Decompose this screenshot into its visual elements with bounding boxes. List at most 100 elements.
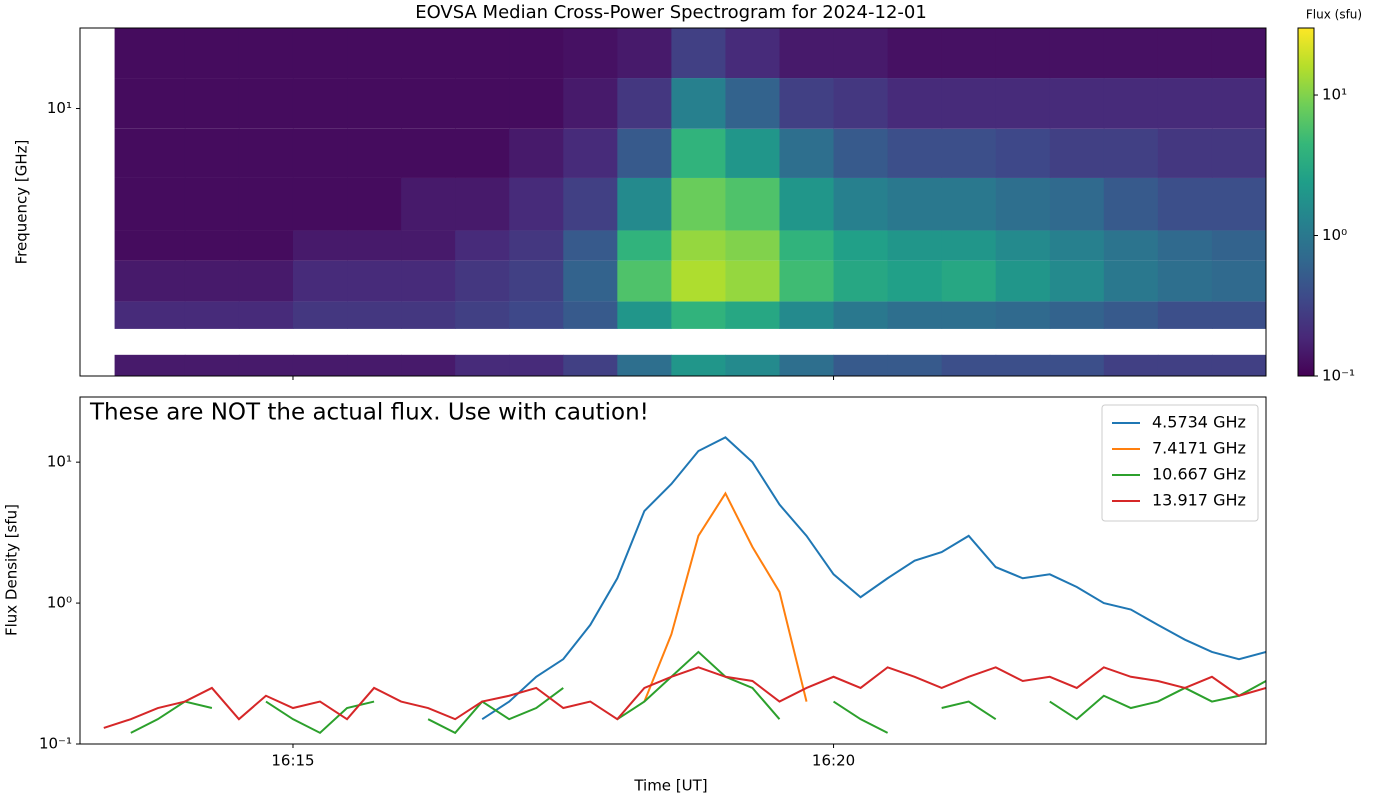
colorbar — [1297, 27, 1315, 377]
heatmap-cell — [238, 354, 294, 376]
heatmap-cell — [833, 78, 889, 129]
heatmap-cell — [833, 28, 889, 79]
heatmap-cell — [671, 78, 726, 129]
heatmap-cell — [401, 230, 456, 261]
heatmap-cell — [833, 354, 889, 376]
legend-label: 10.667 GHz — [1152, 465, 1246, 484]
heatmap-cell — [995, 260, 1051, 302]
heatmap-cell — [114, 177, 186, 231]
y-tick-label: 10¹ — [47, 99, 72, 117]
heatmap-cell — [671, 354, 726, 376]
heatmap-cell — [617, 28, 672, 79]
heatmap-cell — [1211, 28, 1267, 79]
heatmap-cell — [114, 128, 186, 178]
heatmap-cell — [1157, 301, 1213, 329]
heatmap-cell — [563, 78, 618, 129]
heatmap-cell — [617, 78, 672, 129]
heatmap-cell — [238, 177, 294, 231]
heatmap-cell — [995, 177, 1051, 231]
heatmap-cell — [617, 128, 672, 178]
heatmap-cell — [941, 128, 997, 178]
heatmap-cell — [292, 78, 348, 129]
heatmap-cell — [725, 177, 780, 231]
heatmap-cell — [455, 177, 510, 231]
heatmap-cell — [1157, 128, 1213, 178]
x-tick-label: 16:20 — [812, 752, 855, 770]
heatmap-cell — [563, 301, 618, 329]
heatmap-cell — [887, 354, 943, 376]
heatmap-cell — [941, 177, 997, 231]
heatmap-cell — [617, 354, 672, 376]
heatmap-cell — [833, 230, 889, 261]
heatmap-cell — [1049, 28, 1105, 79]
heatmap-cell — [995, 354, 1051, 376]
heatmap-cell — [1049, 301, 1105, 329]
heatmap-cell — [114, 260, 186, 302]
annotation: These are NOT the actual flux. Use with … — [89, 400, 649, 426]
heatmap-cell — [292, 354, 348, 376]
heatmap-cell — [725, 260, 780, 302]
heatmap-cell — [887, 177, 943, 231]
heatmap-cell — [725, 128, 780, 178]
heatmap-cell — [509, 260, 564, 302]
x-tick-label: 16:15 — [271, 752, 314, 770]
heatmap-cell — [292, 230, 348, 261]
heatmap-cell — [1103, 177, 1159, 231]
colorbar-tick-label: 10⁰ — [1322, 226, 1347, 244]
heatmap-cell — [292, 260, 348, 302]
heatmap-cell — [184, 260, 240, 302]
heatmap-cell — [114, 301, 186, 329]
heatmap-cell — [887, 28, 943, 79]
plot-frame — [79, 27, 1267, 377]
heatmap-cell — [401, 177, 456, 231]
colorbar-title: Flux (sfu) — [1306, 8, 1362, 22]
heatmap-cell — [509, 128, 564, 178]
heatmap-cell — [184, 128, 240, 178]
heatmap-cell — [941, 78, 997, 129]
heatmap-cell — [941, 301, 997, 329]
heatmap-cell — [887, 260, 943, 302]
heatmap-cell — [184, 78, 240, 129]
heatmap-cell — [671, 128, 726, 178]
y-tick-label: 10⁻¹ — [39, 735, 72, 753]
heatmap-cell — [509, 28, 564, 79]
heatmap-cell — [1211, 78, 1267, 129]
heatmap-cell — [671, 28, 726, 79]
series-line — [265, 700, 375, 735]
heatmap-cell — [563, 260, 618, 302]
heatmap-cell — [779, 28, 835, 79]
heatmap-cell — [617, 177, 672, 231]
heatmap-cell — [455, 128, 510, 178]
heatmap-cell — [455, 230, 510, 261]
heatmap-cell — [455, 28, 510, 79]
heatmap-cell — [779, 78, 835, 129]
heatmap-cell — [779, 301, 835, 329]
heatmap-cell — [347, 354, 402, 376]
colorbar-tick-label: 10¹ — [1322, 86, 1347, 104]
heatmap-cell — [563, 128, 618, 178]
heatmap-cell — [1211, 260, 1267, 302]
heatmap-cell — [184, 28, 240, 79]
heatmap-cell — [671, 260, 726, 302]
heatmap-cell — [347, 260, 402, 302]
plot-frame — [79, 396, 1267, 745]
heatmap-cell — [455, 78, 510, 129]
heatmap-cell — [347, 177, 402, 231]
y-axis-label: Flux Density [sfu] — [3, 504, 21, 636]
heatmap-cell — [455, 260, 510, 302]
plot-area — [103, 436, 1266, 735]
heatmap-cell — [292, 128, 348, 178]
legend-label: 13.917 GHz — [1152, 491, 1246, 510]
heatmap-cell — [1103, 260, 1159, 302]
series-line — [1049, 680, 1266, 721]
heatmap-cell — [1049, 260, 1105, 302]
heatmap-cell — [238, 260, 294, 302]
heatmap-cell — [1157, 28, 1213, 79]
heatmap-cell — [238, 230, 294, 261]
heatmap-cell — [671, 301, 726, 329]
heatmap-cell — [833, 128, 889, 178]
heatmap-cell — [1103, 301, 1159, 329]
heatmap-cell — [887, 230, 943, 261]
heatmap-cell — [1157, 260, 1213, 302]
heatmap-cell — [1103, 78, 1159, 129]
